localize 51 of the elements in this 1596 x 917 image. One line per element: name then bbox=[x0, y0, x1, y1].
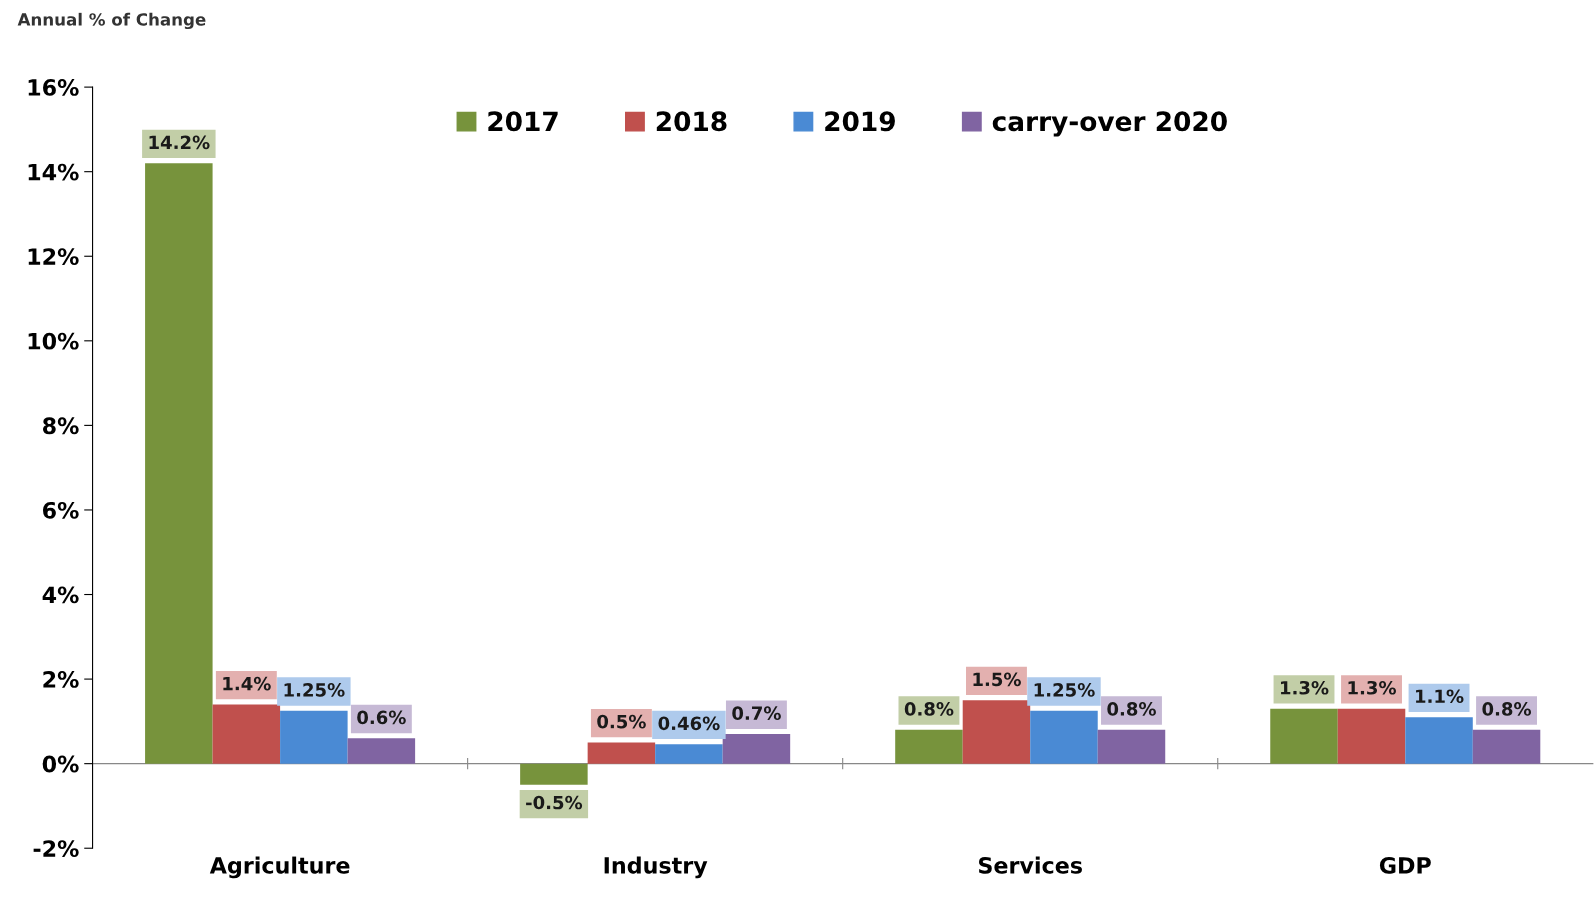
bar bbox=[1097, 729, 1166, 764]
y-tick-label: 0% bbox=[42, 755, 79, 773]
data-label: 0.8% bbox=[904, 702, 954, 716]
bar bbox=[962, 700, 1031, 764]
data-label: 1.1% bbox=[1416, 689, 1464, 704]
data-label: 1.3% bbox=[1348, 680, 1396, 695]
data-label: 0.6% bbox=[357, 710, 406, 725]
data-label: 1.25% bbox=[284, 683, 345, 697]
y-tick-label: 16% bbox=[28, 79, 79, 96]
data-label: 0.8% bbox=[1107, 702, 1156, 716]
y-tick-label: 12% bbox=[28, 248, 79, 266]
x-tick-label: GDP bbox=[1379, 856, 1431, 874]
bar bbox=[655, 744, 723, 764]
y-tick-label: 2% bbox=[43, 671, 79, 688]
y-tick-label: 14% bbox=[28, 163, 79, 181]
legend-label: 2019 bbox=[825, 111, 895, 132]
data-label: 1.4% bbox=[223, 676, 271, 691]
y-tick-label: 10% bbox=[28, 332, 79, 350]
data-label: 0.8% bbox=[1482, 702, 1532, 716]
bar bbox=[895, 729, 963, 764]
legend-label: 2018 bbox=[656, 111, 727, 132]
y-tick-label: 6% bbox=[43, 501, 79, 519]
legend-label: carry-over 2020 bbox=[992, 111, 1227, 137]
bar bbox=[1405, 717, 1473, 764]
bar bbox=[1030, 710, 1098, 764]
bar bbox=[1472, 729, 1541, 764]
data-label: 0.5% bbox=[597, 714, 646, 729]
x-tick-label: Agriculture bbox=[209, 856, 350, 879]
y-tick-label: -2% bbox=[33, 840, 79, 857]
legend-label: 2017 bbox=[488, 111, 558, 132]
bar bbox=[347, 738, 416, 764]
data-label: 1.25% bbox=[1034, 683, 1095, 697]
x-tick-label: Services bbox=[979, 856, 1082, 874]
y-axis-title: Annual % of Change bbox=[17, 12, 206, 30]
y-tick-label: 8% bbox=[43, 417, 79, 435]
bar bbox=[280, 710, 348, 764]
bar bbox=[1337, 708, 1406, 764]
bar bbox=[520, 763, 588, 785]
bar bbox=[587, 742, 656, 764]
bar bbox=[145, 163, 213, 764]
bar bbox=[1270, 708, 1338, 764]
bar bbox=[212, 704, 281, 764]
bar bbox=[722, 734, 791, 764]
data-label: 14.2% bbox=[149, 135, 210, 150]
x-tick-label: Industry bbox=[604, 856, 708, 879]
data-label: 1.5% bbox=[973, 672, 1021, 687]
data-label: 1.3% bbox=[1281, 680, 1329, 695]
data-label: -0.5% bbox=[526, 795, 583, 810]
data-label: 0.46% bbox=[658, 716, 720, 731]
y-tick-label: 4% bbox=[42, 586, 79, 604]
data-label: 0.7% bbox=[732, 706, 781, 720]
